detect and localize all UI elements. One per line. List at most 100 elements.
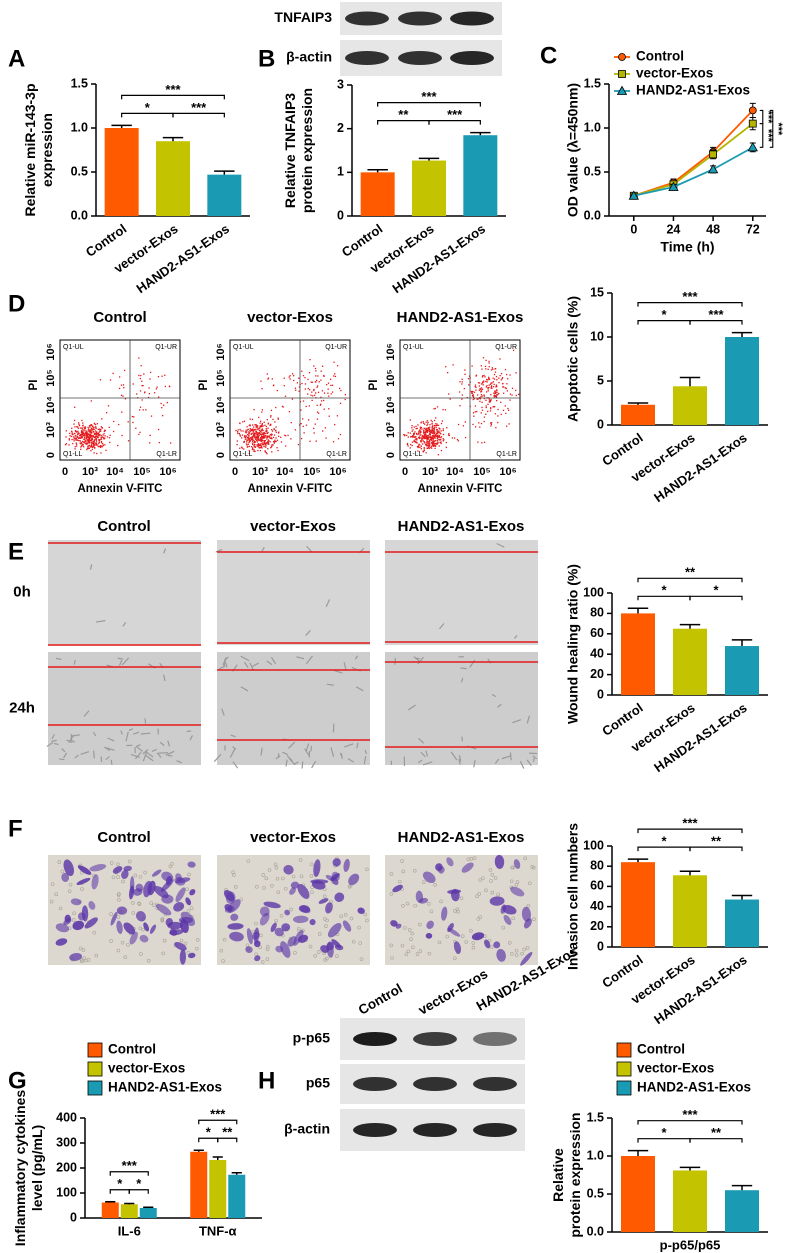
flow-dot	[277, 432, 280, 434]
flow-dot	[500, 372, 503, 375]
pore	[291, 874, 296, 879]
flow-dot	[120, 384, 123, 386]
flow-dot	[267, 442, 270, 444]
flow-dot	[273, 442, 275, 444]
flow-dot	[123, 387, 125, 389]
flow-dot	[245, 443, 248, 445]
pore	[117, 897, 121, 902]
flow-dot	[255, 430, 257, 433]
flow-dot	[403, 433, 405, 436]
flow-dot	[101, 436, 104, 438]
significance-label: ***	[447, 107, 463, 122]
stained-cell	[494, 854, 505, 869]
flow-dot	[320, 400, 323, 402]
flow-dot	[277, 417, 279, 419]
flow-dot	[255, 439, 258, 442]
stained-cell	[313, 859, 321, 877]
pore	[116, 875, 120, 879]
flow-dot	[104, 429, 107, 432]
flow-dot	[489, 383, 492, 385]
stained-cell	[253, 927, 260, 944]
bar	[673, 628, 707, 695]
flow-dot	[435, 426, 437, 429]
stained-cell	[327, 922, 342, 938]
flow-x-tick-label: 10⁶	[159, 466, 176, 478]
flow-dot	[72, 442, 74, 445]
flow-dot	[251, 440, 254, 442]
pore	[78, 946, 83, 951]
flow-dot	[85, 440, 87, 442]
flow-dot	[247, 439, 249, 441]
legend-marker	[618, 70, 626, 78]
legend-label: HAND2-AS1-Exos	[637, 1080, 751, 1095]
flow-dot	[448, 434, 450, 437]
wound-image	[48, 652, 201, 765]
flow-dot	[436, 424, 438, 427]
flow-dot	[262, 425, 264, 427]
flow-dot	[94, 433, 97, 435]
flow-dot	[256, 431, 258, 433]
flow-dot	[485, 359, 487, 362]
flow-dot	[506, 383, 508, 385]
flow-dot	[307, 378, 309, 381]
flow-dot	[157, 428, 160, 431]
flow-dot	[320, 370, 322, 372]
image-title: Control	[97, 518, 150, 535]
flow-dot	[502, 392, 505, 394]
flow-dot	[140, 374, 142, 377]
significance-label: ***	[682, 1107, 698, 1122]
pore	[476, 917, 481, 921]
flow-x-tick-label: 10³	[422, 466, 438, 478]
stained-cell	[259, 906, 270, 917]
blot-band	[398, 51, 442, 65]
blot-column-label: Control	[356, 981, 405, 1018]
flow-x-tick-label: 0	[402, 466, 408, 478]
flow-dot	[292, 375, 295, 377]
stained-cell	[225, 891, 236, 904]
flow-dot	[248, 445, 251, 448]
flow-dot	[243, 420, 246, 422]
cell	[186, 730, 192, 733]
flow-dot	[502, 386, 504, 388]
flow-dot	[302, 400, 305, 402]
flow-dot	[304, 376, 306, 379]
flow-dot	[252, 436, 254, 438]
y-tick-label: 100	[583, 585, 604, 599]
flow-dot	[73, 419, 76, 422]
flow-dot	[247, 428, 249, 431]
stained-cell	[446, 857, 454, 867]
pore	[520, 951, 524, 956]
flow-dot	[426, 436, 428, 439]
flow-dot	[480, 396, 482, 398]
flow-dot	[493, 383, 495, 386]
flow-dot	[411, 441, 414, 443]
flow-dot	[313, 388, 315, 391]
flow-dot	[428, 441, 430, 444]
flow-dot	[249, 427, 251, 430]
pore	[221, 959, 225, 963]
significance-bracket	[689, 320, 743, 325]
flow-dot	[92, 442, 94, 444]
pore	[478, 915, 482, 920]
flow-dot	[98, 440, 100, 442]
legend-label: Control	[636, 49, 684, 64]
flow-dot	[447, 434, 450, 436]
pore	[412, 868, 417, 873]
flow-dot	[294, 429, 297, 431]
flow-dot	[502, 382, 504, 385]
flow-dot	[267, 439, 270, 441]
pore	[496, 892, 500, 897]
panel-label: G	[8, 1067, 27, 1094]
legend-swatch	[616, 1061, 632, 1077]
flow-dot	[328, 395, 330, 397]
cell	[512, 719, 522, 724]
flow-dot	[253, 434, 255, 437]
flow-dot	[474, 385, 476, 388]
pore	[109, 939, 113, 943]
flow-dot	[92, 426, 94, 428]
flow-dot	[269, 437, 271, 440]
stained-cell	[155, 903, 172, 916]
flow-dot	[406, 434, 408, 437]
cell	[70, 739, 76, 743]
cell	[497, 703, 502, 708]
